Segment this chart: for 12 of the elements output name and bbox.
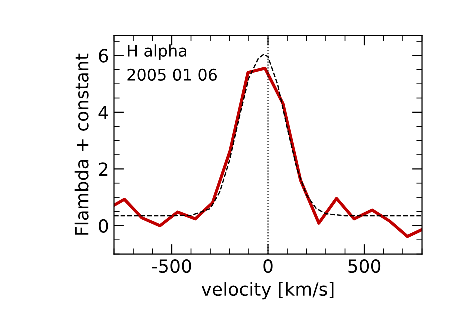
y-axis-title: Flambda + constant [74,54,89,235]
y-tick-label: 6 [99,49,108,63]
annotation: H alpha [128,44,186,60]
x-tick-label: -500 [152,259,192,274]
x-axis-title: velocity [km/s] [202,282,334,300]
line-series [114,66,422,238]
x-tick-label: 500 [348,259,381,274]
y-tick-label: 0 [99,219,108,234]
x-tick-label: 0 [264,259,273,274]
y-tick-label: 2 [99,162,108,176]
annotation: 2005 01 06 [128,68,218,81]
y-tick-label: 4 [98,106,108,120]
